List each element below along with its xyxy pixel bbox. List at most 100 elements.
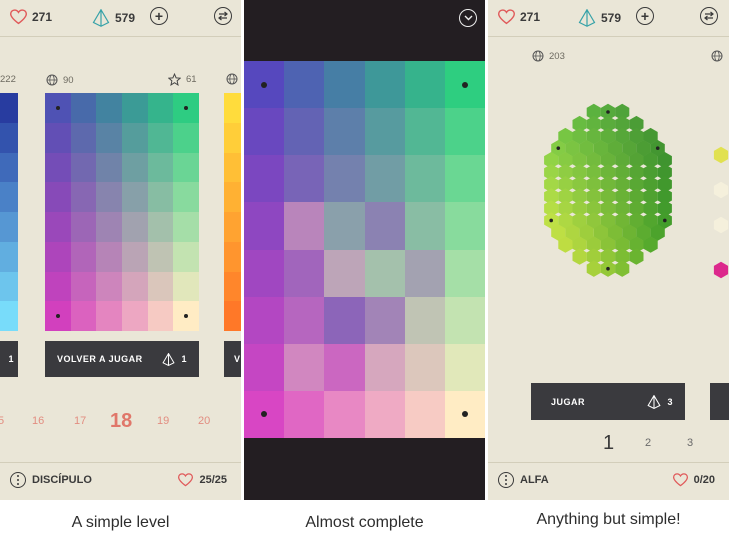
color-tile[interactable] <box>364 108 405 156</box>
hex-tile[interactable] <box>600 127 616 145</box>
play-button[interactable]: JUGAR 3 <box>531 383 685 420</box>
color-tile[interactable] <box>404 390 445 438</box>
color-tile[interactable] <box>324 202 365 250</box>
hex-tile[interactable] <box>608 140 623 157</box>
color-tile[interactable] <box>364 249 405 297</box>
color-tile[interactable] <box>147 212 174 242</box>
hex-tile[interactable] <box>544 176 559 193</box>
color-tile[interactable] <box>404 343 445 391</box>
hex-tile[interactable] <box>615 103 630 121</box>
color-tile[interactable] <box>96 301 122 331</box>
hex-tile[interactable] <box>544 200 559 217</box>
color-tile[interactable] <box>70 182 97 212</box>
adjacent-play-button-right[interactable] <box>710 383 729 420</box>
level-number[interactable]: 17 <box>74 415 87 427</box>
hex-tile[interactable] <box>615 176 630 193</box>
hex-tile[interactable] <box>558 236 573 253</box>
color-tile[interactable] <box>45 271 71 302</box>
color-tile[interactable] <box>121 122 148 153</box>
add-gems-button[interactable]: + <box>150 7 168 25</box>
page-number[interactable]: 2 <box>645 437 652 449</box>
adjacent-hex-tile[interactable] <box>713 181 729 199</box>
color-tile[interactable] <box>173 301 199 331</box>
color-tile[interactable] <box>444 390 485 438</box>
hex-tile[interactable] <box>657 188 672 205</box>
color-tile[interactable] <box>364 296 405 344</box>
rank-menu[interactable]: DISCÍPULO <box>10 472 92 488</box>
color-tile[interactable] <box>70 93 97 123</box>
color-tile[interactable] <box>404 61 445 109</box>
color-tile[interactable] <box>173 271 199 302</box>
color-tile[interactable] <box>364 343 405 391</box>
color-tile[interactable] <box>96 93 122 123</box>
color-tile[interactable] <box>444 296 485 344</box>
hex-tile[interactable] <box>586 115 601 133</box>
color-tile[interactable] <box>0 271 18 302</box>
hex-tile[interactable] <box>629 212 644 229</box>
hex-tile[interactable] <box>586 176 601 193</box>
hex-tile[interactable] <box>643 152 658 169</box>
color-tile[interactable] <box>244 390 285 438</box>
color-tile[interactable] <box>147 182 174 212</box>
hex-tile[interactable] <box>544 152 559 169</box>
hex-tile[interactable] <box>636 224 651 241</box>
color-tile[interactable] <box>364 155 405 203</box>
hex-tile[interactable] <box>558 152 573 169</box>
hex-tile[interactable] <box>579 140 594 157</box>
hex-tile[interactable] <box>657 176 672 193</box>
color-tile[interactable] <box>70 152 97 183</box>
color-tile[interactable] <box>284 61 325 109</box>
color-tile[interactable] <box>173 182 199 212</box>
color-tile[interactable] <box>147 93 174 123</box>
color-tile[interactable] <box>224 93 241 123</box>
color-tile[interactable] <box>324 249 365 297</box>
hex-tile[interactable] <box>544 164 559 181</box>
hex-tile[interactable] <box>629 127 644 145</box>
color-tile[interactable] <box>147 241 174 272</box>
color-tile[interactable] <box>224 241 241 272</box>
color-tile[interactable] <box>444 249 485 297</box>
hex-tile[interactable] <box>558 176 573 193</box>
color-tile[interactable] <box>96 212 122 242</box>
hex-tile[interactable] <box>586 103 601 121</box>
hex-puzzle-preview[interactable] <box>488 100 729 325</box>
hex-tile[interactable] <box>622 224 637 241</box>
rank-menu[interactable]: ALFA <box>498 472 549 488</box>
color-tile[interactable] <box>284 202 325 250</box>
collapse-button[interactable] <box>459 9 477 27</box>
hex-tile[interactable] <box>636 140 651 157</box>
hex-tile[interactable] <box>643 236 658 253</box>
hex-tile[interactable] <box>579 224 594 241</box>
hex-tile[interactable] <box>615 115 630 133</box>
puzzle-preview-grid[interactable] <box>45 93 199 331</box>
color-tile[interactable] <box>0 241 18 272</box>
color-tile[interactable] <box>173 241 199 272</box>
hex-tile[interactable] <box>572 236 587 253</box>
color-tile[interactable] <box>121 212 148 242</box>
hex-tile[interactable] <box>558 212 573 229</box>
hex-tile[interactable] <box>600 188 616 205</box>
hex-tile[interactable] <box>615 212 630 229</box>
level-number[interactable]: 20 <box>198 415 211 427</box>
hex-tile[interactable] <box>593 224 608 241</box>
hex-tile[interactable] <box>629 115 644 133</box>
color-tile[interactable] <box>244 296 285 344</box>
color-tile[interactable] <box>147 301 174 331</box>
color-tile[interactable] <box>173 93 199 123</box>
color-tile[interactable] <box>96 241 122 272</box>
hex-tile[interactable] <box>615 236 630 253</box>
adjacent-hex-tile[interactable] <box>713 216 729 234</box>
color-tile[interactable] <box>444 108 485 156</box>
puzzle-board[interactable] <box>244 61 485 438</box>
hex-tile[interactable] <box>572 176 587 193</box>
level-number[interactable]: 16 <box>32 415 45 427</box>
hex-tile[interactable] <box>629 188 644 205</box>
color-tile[interactable] <box>173 152 199 183</box>
color-tile[interactable] <box>324 296 365 344</box>
hex-tile[interactable] <box>572 212 587 229</box>
color-tile[interactable] <box>444 61 485 109</box>
color-tile[interactable] <box>224 212 241 242</box>
color-tile[interactable] <box>147 152 174 183</box>
lives-counter[interactable]: 0/20 <box>672 473 715 487</box>
color-tile[interactable] <box>284 343 325 391</box>
